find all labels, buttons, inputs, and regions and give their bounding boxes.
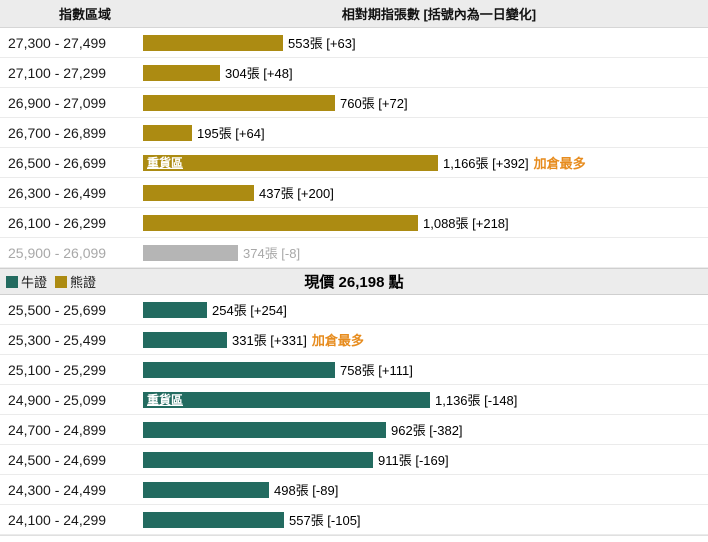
value-label: 254張 [+254] bbox=[212, 303, 287, 318]
heavy-zone-label: 重貨區 bbox=[147, 156, 184, 170]
bear-bar bbox=[143, 184, 254, 201]
bar-row: 24,100 - 24,299 557張 [-105] bbox=[0, 505, 708, 535]
bar-zone: 1,088張 [+218] bbox=[143, 213, 708, 232]
bar-zone: 553張 [+63] bbox=[143, 33, 708, 52]
range-label: 26,700 - 26,899 bbox=[8, 124, 107, 141]
bear-bar: 重貨區 bbox=[143, 154, 438, 171]
value-label: 557張 [-105] bbox=[289, 513, 361, 528]
value-label: 498張 [-89] bbox=[274, 483, 339, 498]
bar-row: 26,900 - 27,099 760張 [+72] bbox=[0, 88, 708, 118]
range-label: 26,100 - 26,299 bbox=[8, 214, 107, 231]
bar-zone: 重貨區 1,166張 [+392] 加倉最多 bbox=[143, 153, 708, 172]
range-label: 24,700 - 24,899 bbox=[8, 421, 107, 438]
bull-bar bbox=[143, 511, 284, 528]
bar-row: 26,300 - 26,499 437張 [+200] bbox=[0, 178, 708, 208]
bull-bar: 重貨區 bbox=[143, 391, 430, 408]
bar-row: 26,500 - 26,699 重貨區 1,166張 [+392] 加倉最多 bbox=[0, 148, 708, 178]
heavy-zone-label: 重貨區 bbox=[147, 393, 184, 407]
bear-bar bbox=[143, 34, 283, 51]
bar-zone: 557張 [-105] bbox=[143, 510, 708, 529]
range-label: 24,300 - 24,499 bbox=[8, 481, 107, 498]
bar-row: 24,700 - 24,899 962張 [-382] bbox=[0, 415, 708, 445]
bull-legend-label: 牛證 bbox=[21, 275, 48, 290]
bar-row: 24,500 - 24,699 911張 [-169] bbox=[0, 445, 708, 475]
bull-bar bbox=[143, 361, 335, 378]
value-label: 760張 [+72] bbox=[340, 96, 408, 111]
bar-row-grayed: 25,900 - 26,099 374張 [-8] bbox=[0, 238, 708, 268]
bull-bar bbox=[143, 421, 386, 438]
bar-row: 26,100 - 26,299 1,088張 [+218] bbox=[0, 208, 708, 238]
value-label: 304張 [+48] bbox=[225, 66, 293, 81]
value-label: 553張 [+63] bbox=[288, 36, 356, 51]
bull-bar bbox=[143, 301, 207, 318]
most-added-label: 加倉最多 bbox=[533, 156, 586, 171]
range-label: 27,100 - 27,299 bbox=[8, 64, 107, 81]
bar-zone: 重貨區 1,136張 [-148] bbox=[143, 390, 708, 409]
range-label: 24,500 - 24,699 bbox=[8, 451, 107, 468]
legend-price-band: 牛證 熊證 現價 26,198 點 bbox=[0, 268, 708, 295]
range-label: 25,500 - 25,699 bbox=[8, 301, 107, 318]
bar-zone: 254張 [+254] bbox=[143, 300, 708, 319]
value-label: 374張 [-8] bbox=[243, 246, 301, 261]
bar-row: 26,700 - 26,899 195張 [+64] bbox=[0, 118, 708, 148]
bull-bar bbox=[143, 481, 269, 498]
most-added-label: 加倉最多 bbox=[311, 333, 364, 348]
bull-bar bbox=[143, 451, 373, 468]
zone-column-header: 指數區域 bbox=[58, 7, 111, 22]
bar-zone: 374張 [-8] bbox=[143, 243, 708, 262]
bar-row: 27,300 - 27,499 553張 [+63] bbox=[0, 28, 708, 58]
value-label: 758張 [+111] bbox=[340, 363, 413, 378]
value-label: 962張 [-382] bbox=[391, 423, 463, 438]
range-label: 25,100 - 25,299 bbox=[8, 361, 107, 378]
legend: 牛證 熊證 bbox=[0, 272, 96, 291]
current-price-label: 現價 26,198 點 bbox=[304, 274, 404, 291]
bar-zone: 331張 [+331] 加倉最多 bbox=[143, 330, 708, 349]
range-label: 24,100 - 24,299 bbox=[8, 511, 107, 528]
bar-zone: 760張 [+72] bbox=[143, 93, 708, 112]
bar-zone: 911張 [-169] bbox=[143, 450, 708, 469]
value-label: 911張 [-169] bbox=[378, 453, 449, 468]
bar-zone: 498張 [-89] bbox=[143, 480, 708, 499]
range-label: 24,900 - 25,099 bbox=[8, 391, 107, 408]
bear-legend-label: 熊證 bbox=[70, 275, 97, 290]
range-label: 26,900 - 27,099 bbox=[8, 94, 107, 111]
bar-row: 24,900 - 25,099 重貨區 1,136張 [-148] bbox=[0, 385, 708, 415]
range-label: 25,900 - 26,099 bbox=[8, 244, 107, 261]
bar-zone: 304張 [+48] bbox=[143, 63, 708, 82]
bar-zone: 758張 [+111] bbox=[143, 360, 708, 379]
bar-row: 25,500 - 25,699 254張 [+254] bbox=[0, 295, 708, 325]
range-label: 25,300 - 25,499 bbox=[8, 331, 107, 348]
bar-row: 25,300 - 25,499 331張 [+331] 加倉最多 bbox=[0, 325, 708, 355]
table-header: 指數區域 相對期指張數 [括號內為一日變化] bbox=[0, 0, 708, 28]
bar-zone: 962張 [-382] bbox=[143, 420, 708, 439]
bear-bar bbox=[143, 64, 220, 81]
bear-bar bbox=[143, 94, 335, 111]
bar-zone: 437張 [+200] bbox=[143, 183, 708, 202]
range-label: 27,300 - 27,499 bbox=[8, 34, 107, 51]
value-label: 437張 [+200] bbox=[259, 186, 334, 201]
value-label: 331張 [+331] bbox=[232, 333, 307, 348]
gray-bar bbox=[143, 244, 238, 261]
contracts-column-header: 相對期指張數 [括號內為一日變化] bbox=[341, 7, 537, 22]
bar-zone: 195張 [+64] bbox=[143, 123, 708, 142]
bar-row: 25,100 - 25,299 758張 [+111] bbox=[0, 355, 708, 385]
range-label: 26,300 - 26,499 bbox=[8, 184, 107, 201]
bar-row: 27,100 - 27,299 304張 [+48] bbox=[0, 58, 708, 88]
range-label: 26,500 - 26,699 bbox=[8, 154, 107, 171]
bear-bar bbox=[143, 214, 418, 231]
value-label: 195張 [+64] bbox=[197, 126, 265, 141]
bar-row: 24,300 - 24,499 498張 [-89] bbox=[0, 475, 708, 505]
value-label: 1,088張 [+218] bbox=[423, 216, 509, 231]
bear-legend-swatch bbox=[55, 275, 68, 288]
value-label: 1,136張 [-148] bbox=[435, 393, 518, 408]
bear-bar bbox=[143, 124, 192, 141]
value-label: 1,166張 [+392] bbox=[443, 156, 529, 171]
bull-legend-swatch bbox=[6, 275, 18, 288]
bull-bar bbox=[143, 331, 227, 348]
